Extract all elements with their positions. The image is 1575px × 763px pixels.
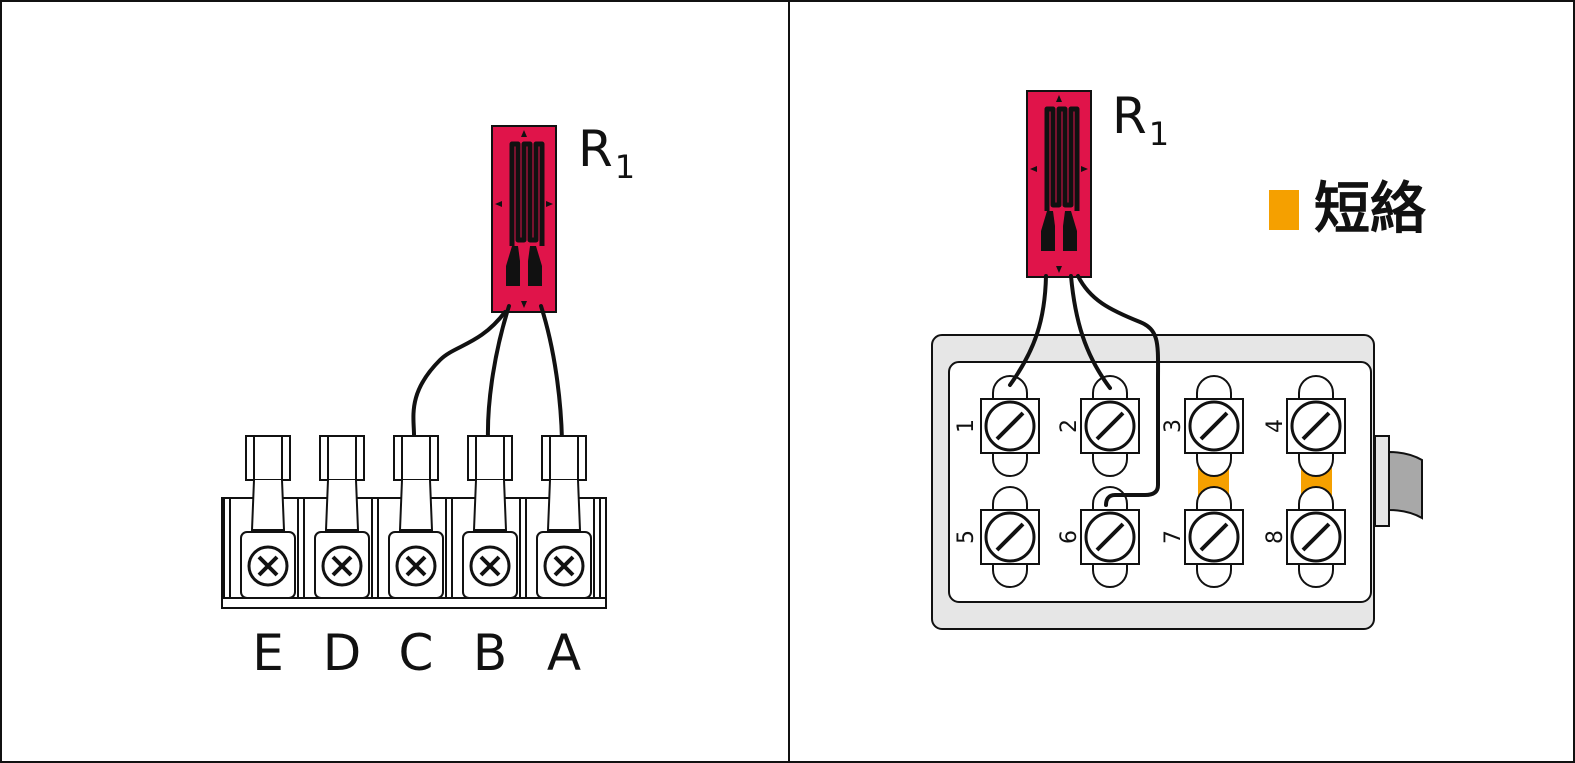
terminal-num-5: 5	[954, 530, 979, 544]
terminal-label-B: B	[473, 624, 507, 682]
terminal-cell-B	[445, 435, 518, 599]
terminal-cell-E	[223, 435, 296, 599]
terminal-block	[221, 435, 607, 609]
terminal-screw-E	[247, 545, 289, 587]
terminal-screw-A	[543, 545, 585, 587]
terminal-label-C: C	[399, 624, 434, 682]
terminal-num-6: 6	[1057, 530, 1082, 544]
terminal-cell-C	[371, 435, 444, 599]
resistor-label-right: R1	[1112, 87, 1169, 153]
terminal-label-D: D	[323, 624, 362, 682]
terminal-labels-left: E D C B A	[252, 624, 581, 682]
short-legend-swatch	[1269, 190, 1299, 230]
terminal-num-1: 1	[954, 419, 979, 433]
terminal-screw-C	[395, 545, 437, 587]
terminal-screw-D	[321, 545, 363, 587]
lead-wires-right	[1008, 274, 1161, 507]
short-legend-label: 短絡	[1314, 177, 1427, 242]
short-legend: 短絡	[1269, 177, 1427, 242]
terminal-screw-B	[469, 545, 511, 587]
terminal-label-E: E	[252, 624, 284, 682]
terminal-num-8: 8	[1263, 530, 1288, 544]
left-panel: R1 E D C B A	[221, 120, 635, 682]
strain-gauge-left	[492, 126, 556, 312]
terminal-label-A: A	[547, 624, 581, 682]
right-panel: R1 短絡 1 2 3 4 5 6 7	[931, 87, 1427, 630]
terminal-cell-D	[297, 435, 370, 599]
cable	[1374, 435, 1423, 527]
terminal-num-7: 7	[1161, 530, 1186, 544]
terminal-num-2: 2	[1057, 419, 1082, 433]
terminal-num-4: 4	[1263, 419, 1288, 433]
terminal-numbers-right: 1 2 3 4 5 6 7 8	[954, 419, 1288, 544]
lead-wires-left	[411, 304, 564, 442]
terminal-num-3: 3	[1161, 419, 1186, 433]
terminal-cell-A	[519, 435, 592, 599]
resistor-label-left: R1	[578, 120, 635, 186]
strain-gauge-right	[1027, 91, 1091, 277]
